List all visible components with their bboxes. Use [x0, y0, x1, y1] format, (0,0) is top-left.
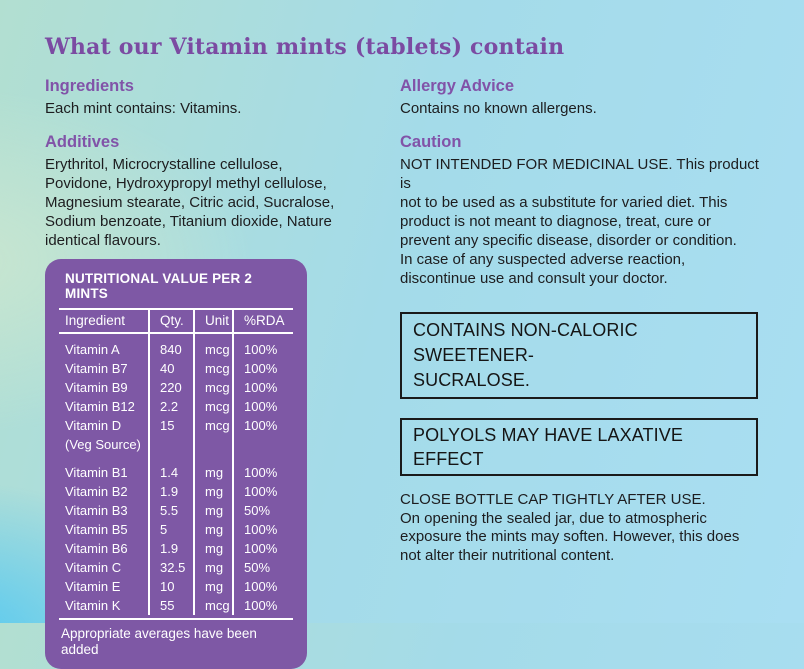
cell-unit: mg — [195, 520, 234, 539]
nutrition-table: NUTRITIONAL VALUE PER 2 MINTS Ingredient… — [45, 259, 307, 669]
table-row: Vitamin B3 5.5 mg 50% — [59, 501, 293, 520]
cell-unit: mg — [195, 558, 234, 577]
cell-unit: mg — [195, 501, 234, 520]
cell-unit: mcg — [195, 359, 234, 378]
cell-qty: 55 — [150, 596, 195, 615]
cell-rda: 100% — [244, 361, 278, 376]
nutrition-table-rows: Vitamin A 840 mcg 100% Vitamin B7 40 mcg 100% Vi… — [59, 334, 293, 615]
cell-qty: 1.4 — [150, 463, 195, 482]
cell-ingredient: Vitamin B12 — [59, 397, 150, 416]
column-header-rda: %RDA — [244, 313, 285, 328]
cell-unit: mg — [195, 539, 234, 558]
cell-unit: mcg — [195, 378, 234, 397]
cell-rda: 100% — [244, 342, 278, 357]
cell-qty: 15 — [150, 416, 195, 463]
right-column: Allergy Advice Contains no known allerge… — [400, 76, 760, 565]
cell-unit: mcg — [195, 416, 234, 463]
table-row: Vitamin B7 40 mcg 100% — [59, 359, 293, 378]
ingredients-text: Each mint contains: Vitamins. — [45, 100, 242, 117]
table-row: Vitamin B2 1.9 mg 100% — [59, 482, 293, 501]
caution-text: NOT INTENDED FOR MEDICINAL USE. This pro… — [400, 156, 759, 287]
cell-rda: 100% — [244, 399, 278, 414]
additives-heading: Additives — [45, 133, 120, 151]
cell-qty: 2.2 — [150, 397, 195, 416]
allergy-advice-heading: Allergy Advice — [400, 77, 515, 95]
storage-instructions-text: CLOSE BOTTLE CAP TIGHTLY AFTER USE. On o… — [400, 491, 740, 564]
cell-rda: 100% — [244, 522, 278, 537]
sweetener-warning-box: CONTAINS NON-CALORIC SWEETENER- SUCRALOS… — [400, 312, 758, 399]
cell-qty: 840 — [150, 334, 195, 359]
cell-qty: 10 — [150, 577, 195, 596]
page-title: What our Vitamin mints (tablets) contain — [45, 34, 565, 60]
additives-text: Erythritol, Microcrystalline cellulose, … — [45, 156, 335, 249]
cell-unit: mg — [195, 463, 234, 482]
table-row: Vitamin B5 5 mg 100% — [59, 520, 293, 539]
table-row: Vitamin D (Veg Source) 15 mcg 100% — [59, 416, 293, 463]
table-row: Vitamin B1 1.4 mg 100% — [59, 463, 293, 482]
cell-ingredient: Vitamin C — [59, 558, 150, 577]
table-row: Vitamin B9 220 mcg 100% — [59, 378, 293, 397]
cell-rda: 100% — [244, 541, 278, 556]
table-row: Vitamin B6 1.9 mg 100% — [59, 539, 293, 558]
left-column: Ingredients Each mint contains: Vitamins… — [45, 76, 395, 669]
cell-ingredient: Vitamin B6 — [59, 539, 150, 558]
cell-ingredient: Vitamin D (Veg Source) — [59, 416, 150, 463]
cell-ingredient: Vitamin B2 — [59, 482, 150, 501]
cell-unit: mg — [195, 577, 234, 596]
cell-unit: mg — [195, 482, 234, 501]
cell-unit: mcg — [195, 596, 234, 615]
cell-unit: mcg — [195, 397, 234, 416]
table-row: Vitamin K 55 mcg 100% — [59, 596, 293, 615]
cell-rda: 100% — [244, 418, 278, 433]
cell-rda: 100% — [244, 465, 278, 480]
cell-qty: 1.9 — [150, 482, 195, 501]
cell-rda: 50% — [244, 560, 271, 575]
ingredients-heading: Ingredients — [45, 77, 134, 95]
cell-ingredient: Vitamin B7 — [59, 359, 150, 378]
column-header-ingredient: Ingredient — [59, 310, 150, 332]
cell-unit: mcg — [195, 334, 234, 359]
cell-ingredient: Vitamin B5 — [59, 520, 150, 539]
cell-qty: 5.5 — [150, 501, 195, 520]
caution-heading: Caution — [400, 133, 462, 151]
table-row: Vitamin A 840 mcg 100% — [59, 334, 293, 359]
cell-ingredient: Vitamin E — [59, 577, 150, 596]
cell-rda: 50% — [244, 503, 271, 518]
cell-qty: 5 — [150, 520, 195, 539]
cell-ingredient: Vitamin K — [59, 596, 150, 615]
table-row: Vitamin E 10 mg 100% — [59, 577, 293, 596]
cell-ingredient: Vitamin B3 — [59, 501, 150, 520]
column-header-unit: Unit — [195, 310, 234, 332]
cell-ingredient: Vitamin B1 — [59, 463, 150, 482]
nutrition-table-footer: Appropriate averages have been added — [59, 618, 293, 659]
cell-rda: 100% — [244, 380, 278, 395]
cell-rda: 100% — [244, 484, 278, 499]
allergy-advice-text: Contains no known allergens. — [400, 100, 597, 117]
cell-ingredient: Vitamin A — [59, 334, 150, 359]
cell-qty: 220 — [150, 378, 195, 397]
nutrition-table-header: Ingredient Qty. Unit %RDA — [59, 308, 293, 334]
column-header-qty: Qty. — [150, 310, 195, 332]
cell-ingredient: Vitamin B9 — [59, 378, 150, 397]
polyols-warning-box: POLYOLS MAY HAVE LAXATIVE EFFECT — [400, 418, 758, 476]
cell-rda: 100% — [244, 598, 278, 613]
cell-qty: 32.5 — [150, 558, 195, 577]
nutrition-table-title: NUTRITIONAL VALUE PER 2 MINTS — [65, 271, 253, 301]
cell-qty: 1.9 — [150, 539, 195, 558]
table-row: Vitamin C 32.5 mg 50% — [59, 558, 293, 577]
cell-rda: 100% — [244, 579, 278, 594]
cell-qty: 40 — [150, 359, 195, 378]
table-row: Vitamin B12 2.2 mcg 100% — [59, 397, 293, 416]
